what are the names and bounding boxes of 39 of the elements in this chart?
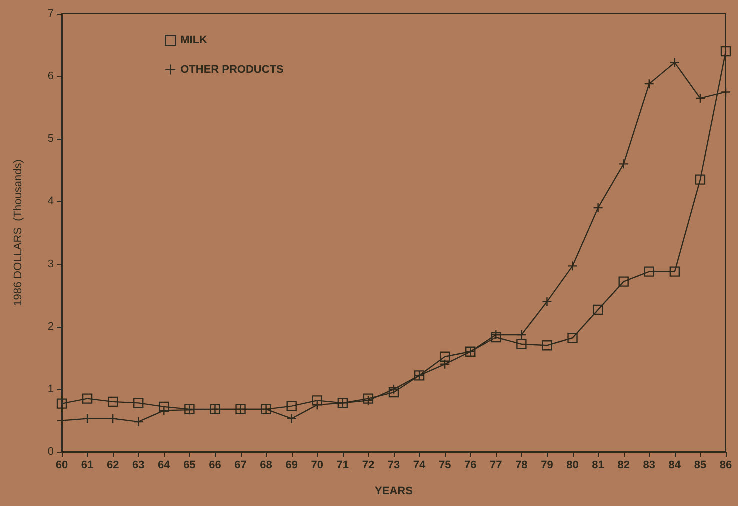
y-tick-label: 1 xyxy=(48,383,54,396)
y-tick-label: 5 xyxy=(48,133,54,146)
x-tick-label: 68 xyxy=(260,460,272,472)
x-tick-label: 61 xyxy=(81,460,94,472)
x-tick-label: 70 xyxy=(311,460,324,472)
x-tick-label: 72 xyxy=(362,460,375,472)
x-tick-label: 81 xyxy=(592,460,604,472)
x-axis-title: YEARS xyxy=(375,486,413,498)
x-tick-label: 86 xyxy=(720,460,732,472)
x-tick-label: 75 xyxy=(438,460,452,472)
x-tick-label: 69 xyxy=(286,460,298,472)
legend-label: MILK xyxy=(180,34,208,47)
x-tick-label: 73 xyxy=(388,460,400,472)
x-tick-label: 76 xyxy=(464,460,477,472)
x-tick-label: 71 xyxy=(336,460,350,472)
y-tick-label: 7 xyxy=(48,8,54,20)
x-tick-label: 63 xyxy=(132,460,145,472)
x-tick-label: 82 xyxy=(618,460,630,472)
y-tick-label: 2 xyxy=(48,320,54,333)
x-tick-label: 84 xyxy=(668,460,682,472)
y-tick-label: 6 xyxy=(48,70,54,83)
x-tick-label: 67 xyxy=(234,460,247,472)
x-tick-label: 64 xyxy=(158,460,172,472)
x-tick-label: 77 xyxy=(490,460,502,472)
x-tick-label: 85 xyxy=(694,460,707,472)
x-tick-label: 74 xyxy=(413,460,427,472)
legend-label: OTHER PRODUCTS xyxy=(180,64,284,76)
x-tick-label: 79 xyxy=(541,460,554,472)
y-tick-label: 0 xyxy=(48,446,54,458)
x-tick-label: 83 xyxy=(643,460,656,472)
x-tick-label: 80 xyxy=(566,460,579,472)
x-tick-label: 66 xyxy=(209,460,222,472)
y-tick-label: 4 xyxy=(48,196,54,208)
x-tick-label: 65 xyxy=(184,460,196,472)
x-tick-label: 62 xyxy=(106,460,120,472)
x-tick-label: 60 xyxy=(56,460,68,472)
x-tick-label: 78 xyxy=(516,460,528,472)
y-tick-label: 3 xyxy=(48,258,54,270)
y-axis-title: 1986 DOLLARS (Thousands) xyxy=(12,160,24,306)
